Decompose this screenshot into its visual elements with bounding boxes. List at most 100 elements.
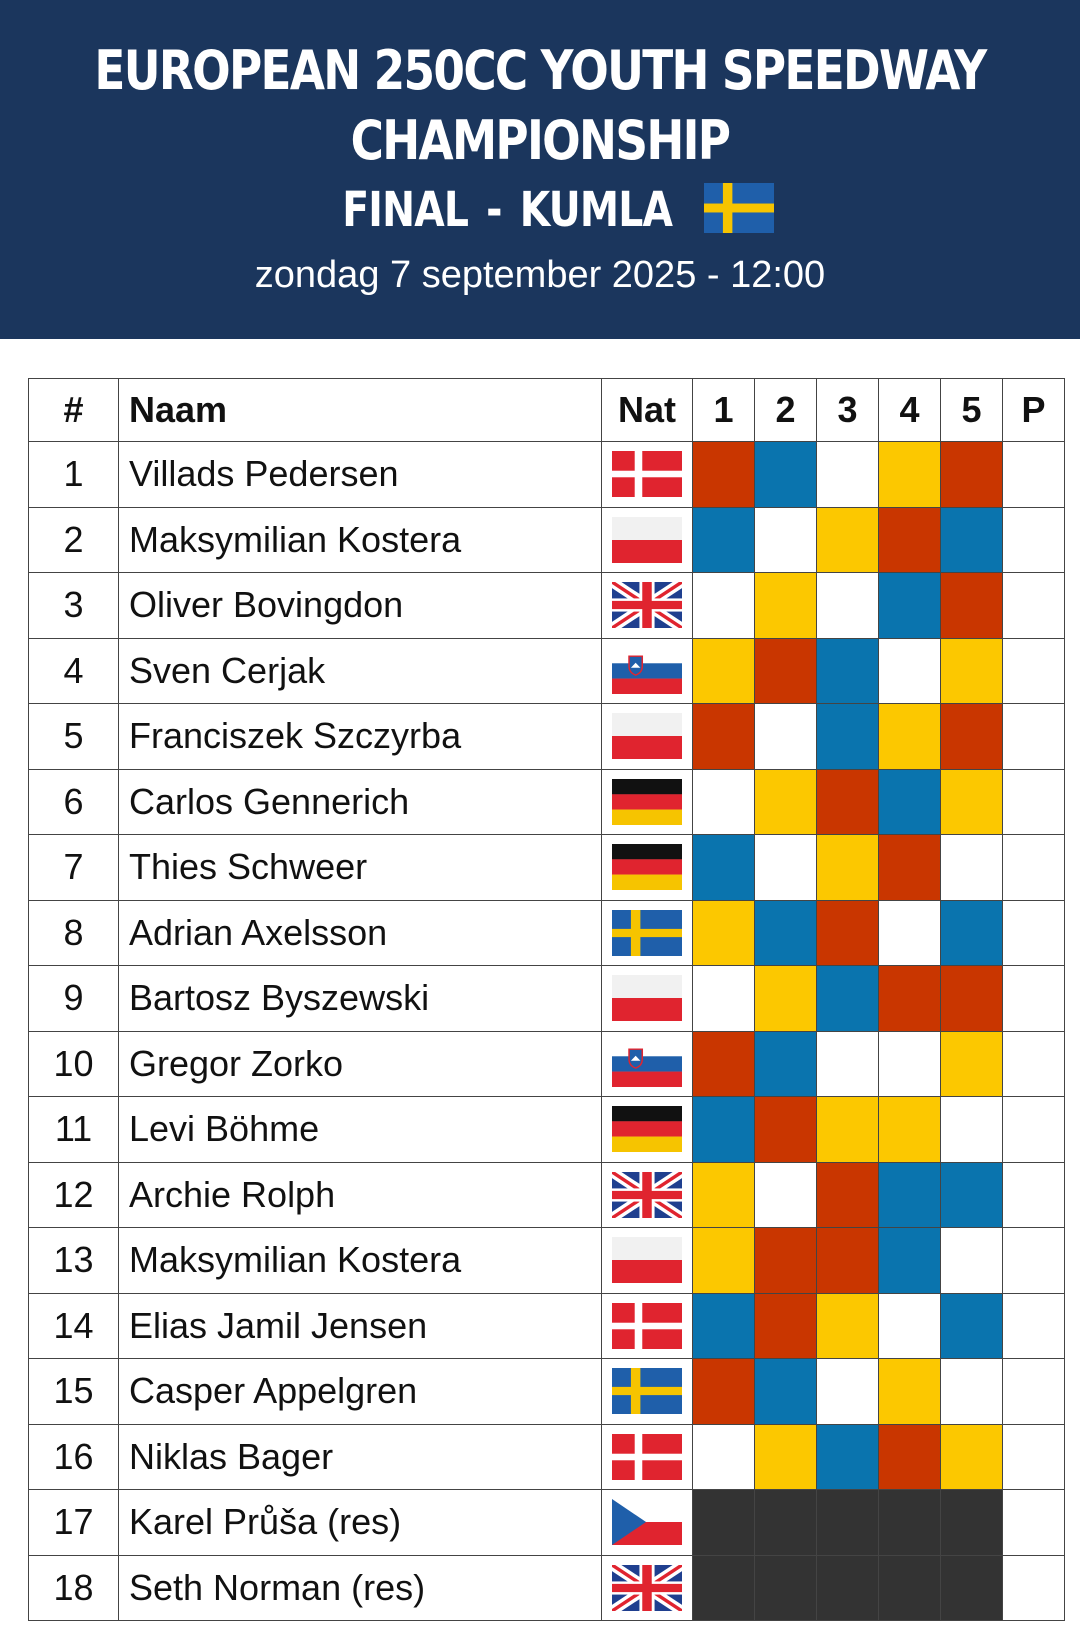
rider-name: Archie Rolph	[118, 1161, 602, 1228]
heat-1-gate-red	[692, 703, 755, 770]
table-row: 8 Adrian Axelsson	[28, 899, 1065, 966]
czech-flag-icon	[612, 1499, 682, 1546]
poland-flag-icon	[612, 516, 682, 563]
heat-5-gate-empty	[940, 1554, 1003, 1621]
heat-4-gate-blue	[878, 1161, 941, 1228]
heat-3-gate-yellow	[816, 506, 879, 573]
title-line-2: CHAMPIONSHIP	[350, 109, 731, 172]
table-row: 15 Casper Appelgren	[28, 1358, 1065, 1425]
rider-name: Bartosz Byszewski	[118, 965, 602, 1032]
heat-1-gate-yellow	[692, 899, 755, 966]
rider-number: 4	[28, 637, 119, 704]
rider-number: 2	[28, 506, 119, 573]
heat-1-gate-white	[692, 572, 755, 639]
header-points: P	[1002, 378, 1065, 442]
heat-4-gate-yellow	[878, 1358, 941, 1425]
header-heat-1: 1	[692, 378, 755, 442]
heat-3-gate-white	[816, 441, 879, 508]
rider-name: Niklas Bager	[118, 1423, 602, 1490]
heat-3-gate-empty	[816, 1489, 879, 1556]
heat-5-gate-red	[940, 703, 1003, 770]
heat-1-gate-empty	[692, 1489, 755, 1556]
rider-name: Oliver Bovingdon	[118, 572, 602, 639]
uk-flag-icon	[608, 1560, 686, 1615]
heat-4-gate-white	[878, 899, 941, 966]
header-heat-5: 5	[940, 378, 1003, 442]
rider-number: 7	[28, 834, 119, 901]
rider-points	[1002, 1423, 1065, 1490]
heat-3-gate-blue	[816, 637, 879, 704]
heat-5-gate-yellow	[940, 1423, 1003, 1490]
table-row: 18 Seth Norman (res)	[28, 1554, 1065, 1621]
heat-5-gate-blue	[940, 1161, 1003, 1228]
rider-nationality	[601, 1554, 693, 1621]
rider-name: Franciszek Szczyrba	[118, 703, 602, 770]
rider-nationality	[601, 1161, 693, 1228]
heat-4-gate-yellow	[878, 1096, 941, 1163]
rider-nationality	[601, 1489, 693, 1556]
header-name: Naam	[118, 378, 602, 442]
heat-5-gate-white	[940, 834, 1003, 901]
title-line-1: EUROPEAN 250CC YOUTH SPEEDWAY	[94, 39, 987, 102]
heat-5-gate-blue	[940, 1292, 1003, 1359]
rider-number: 5	[28, 703, 119, 770]
heat-3-gate-yellow	[816, 1292, 879, 1359]
heat-4-gate-blue	[878, 768, 941, 835]
heat-5-gate-yellow	[940, 768, 1003, 835]
slovenia-flag-icon	[612, 647, 682, 694]
header-heat-2: 2	[754, 378, 817, 442]
rider-points	[1002, 1489, 1065, 1556]
heat-5-gate-yellow	[940, 1030, 1003, 1097]
heat-5-gate-red	[940, 572, 1003, 639]
rider-nationality	[601, 572, 693, 639]
heat-2-gate-white	[754, 506, 817, 573]
table-row: 2 Maksymilian Kostera	[28, 506, 1065, 573]
rider-number: 3	[28, 572, 119, 639]
rider-nationality	[601, 441, 693, 508]
heat-5-gate-white	[940, 1096, 1003, 1163]
heat-4-gate-blue	[878, 1227, 941, 1294]
denmark-flag-icon	[612, 451, 682, 498]
rider-name: Karel Průša (res)	[118, 1489, 602, 1556]
heat-4-gate-yellow	[878, 703, 941, 770]
header-number: #	[28, 378, 119, 442]
table-row: 10 Gregor Zorko	[28, 1030, 1065, 1097]
heat-2-gate-white	[754, 1161, 817, 1228]
table-row: 17 Karel Průša (res)	[28, 1489, 1065, 1556]
table-row: 13 Maksymilian Kostera	[28, 1227, 1065, 1294]
heat-4-gate-white	[878, 637, 941, 704]
event-stage-location: FINAL - KUMLA	[342, 182, 673, 238]
heat-3-gate-red	[816, 1161, 879, 1228]
heat-1-gate-white	[692, 965, 755, 1032]
table-header-row: # Naam Nat 1 2 3 4 5 P	[28, 378, 1065, 442]
rider-points	[1002, 1096, 1065, 1163]
rider-name: Elias Jamil Jensen	[118, 1292, 602, 1359]
header-heat-3: 3	[816, 378, 879, 442]
rider-name: Casper Appelgren	[118, 1358, 602, 1425]
heat-3-gate-white	[816, 572, 879, 639]
table-row: 4 Sven Cerjak	[28, 637, 1065, 704]
heat-5-gate-white	[940, 1358, 1003, 1425]
rider-number: 10	[28, 1030, 119, 1097]
rider-points	[1002, 1161, 1065, 1228]
rider-number: 9	[28, 965, 119, 1032]
results-table: # Naam Nat 1 2 3 4 5 P 1 Villads Pedersen…	[28, 378, 1065, 1621]
rider-nationality	[601, 899, 693, 966]
rider-name: Levi Böhme	[118, 1096, 602, 1163]
rider-points	[1002, 1227, 1065, 1294]
uk-flag-icon	[608, 1167, 686, 1222]
heat-2-gate-white	[754, 834, 817, 901]
rider-number: 13	[28, 1227, 119, 1294]
heat-3-gate-yellow	[816, 834, 879, 901]
heat-2-gate-yellow	[754, 1423, 817, 1490]
heat-2-gate-red	[754, 1292, 817, 1359]
heat-2-gate-red	[754, 1227, 817, 1294]
table-row: 16 Niklas Bager	[28, 1423, 1065, 1490]
heat-5-gate-red	[940, 965, 1003, 1032]
heat-1-gate-empty	[692, 1554, 755, 1621]
rider-number: 8	[28, 899, 119, 966]
rider-nationality	[601, 1292, 693, 1359]
rider-points	[1002, 768, 1065, 835]
heat-1-gate-red	[692, 441, 755, 508]
rider-name: Adrian Axelsson	[118, 899, 602, 966]
